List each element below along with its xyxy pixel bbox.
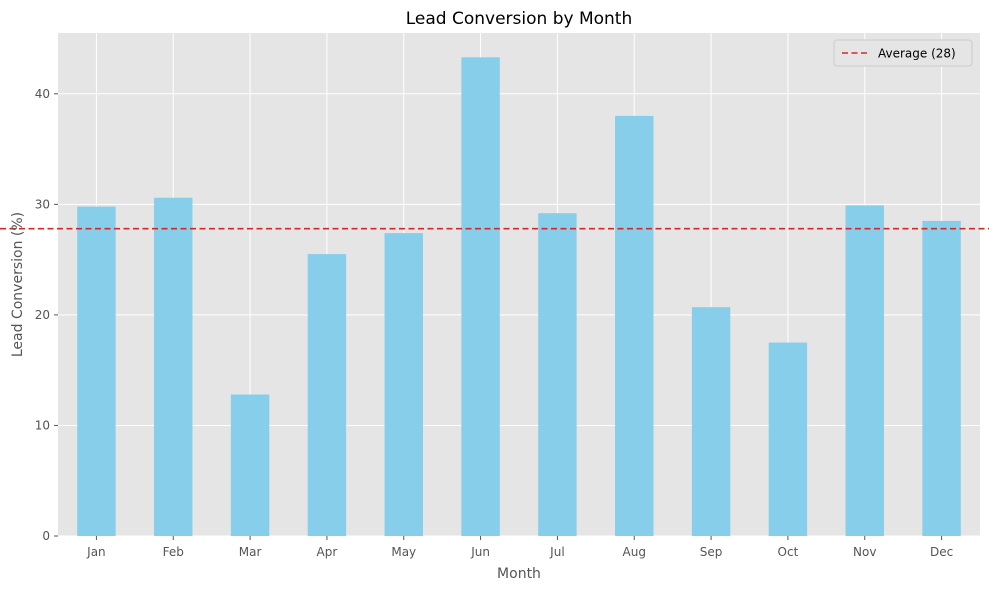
- bar-dec: [922, 220, 961, 536]
- bar-apr: [307, 254, 347, 536]
- bar-feb: [154, 197, 193, 536]
- x-tick-label: Aug: [623, 545, 646, 559]
- bar-oct: [768, 342, 808, 536]
- bar-may: [384, 233, 423, 536]
- legend-label: Average (28): [878, 47, 956, 61]
- bar-jan: [77, 206, 116, 537]
- y-tick-label: 30: [35, 197, 50, 211]
- legend: Average (28): [833, 39, 973, 67]
- legend-box: [833, 39, 973, 67]
- x-tick-label: Dec: [930, 545, 953, 559]
- plot-area: [58, 33, 980, 536]
- y-axis-ticks: 0 10 20 30 40: [35, 87, 58, 543]
- y-tick-label: 20: [35, 308, 50, 322]
- x-axis-ticks: Jan Feb Mar Apr May Jun Jul Aug Sep Oct Nov Dec: [86, 536, 953, 559]
- x-tick-label: Sep: [700, 545, 723, 559]
- x-tick-label: Jan: [86, 545, 106, 559]
- bar-nov: [845, 205, 884, 536]
- bar-sep: [691, 307, 731, 536]
- x-tick-label: Feb: [163, 545, 184, 559]
- x-tick-label: Oct: [778, 545, 799, 559]
- x-tick-label: May: [391, 545, 416, 559]
- y-tick-label: 0: [42, 529, 50, 543]
- x-axis-label: Month: [497, 566, 541, 582]
- x-tick-label: Nov: [853, 545, 876, 559]
- bar-jun: [461, 57, 500, 536]
- bar-aug: [615, 115, 654, 537]
- x-tick-label: Jun: [470, 545, 490, 559]
- y-tick-label: 10: [35, 418, 50, 432]
- y-tick-label: 40: [35, 87, 50, 101]
- y-axis-label: Lead Conversion (%): [10, 212, 26, 357]
- x-tick-label: Mar: [239, 545, 262, 559]
- bar-mar: [230, 394, 270, 536]
- bars: [77, 57, 961, 537]
- x-tick-label: Jul: [549, 545, 564, 559]
- chart-title: Lead Conversion by Month: [406, 9, 633, 29]
- x-tick-label: Apr: [317, 545, 338, 559]
- bar-jul: [538, 213, 577, 536]
